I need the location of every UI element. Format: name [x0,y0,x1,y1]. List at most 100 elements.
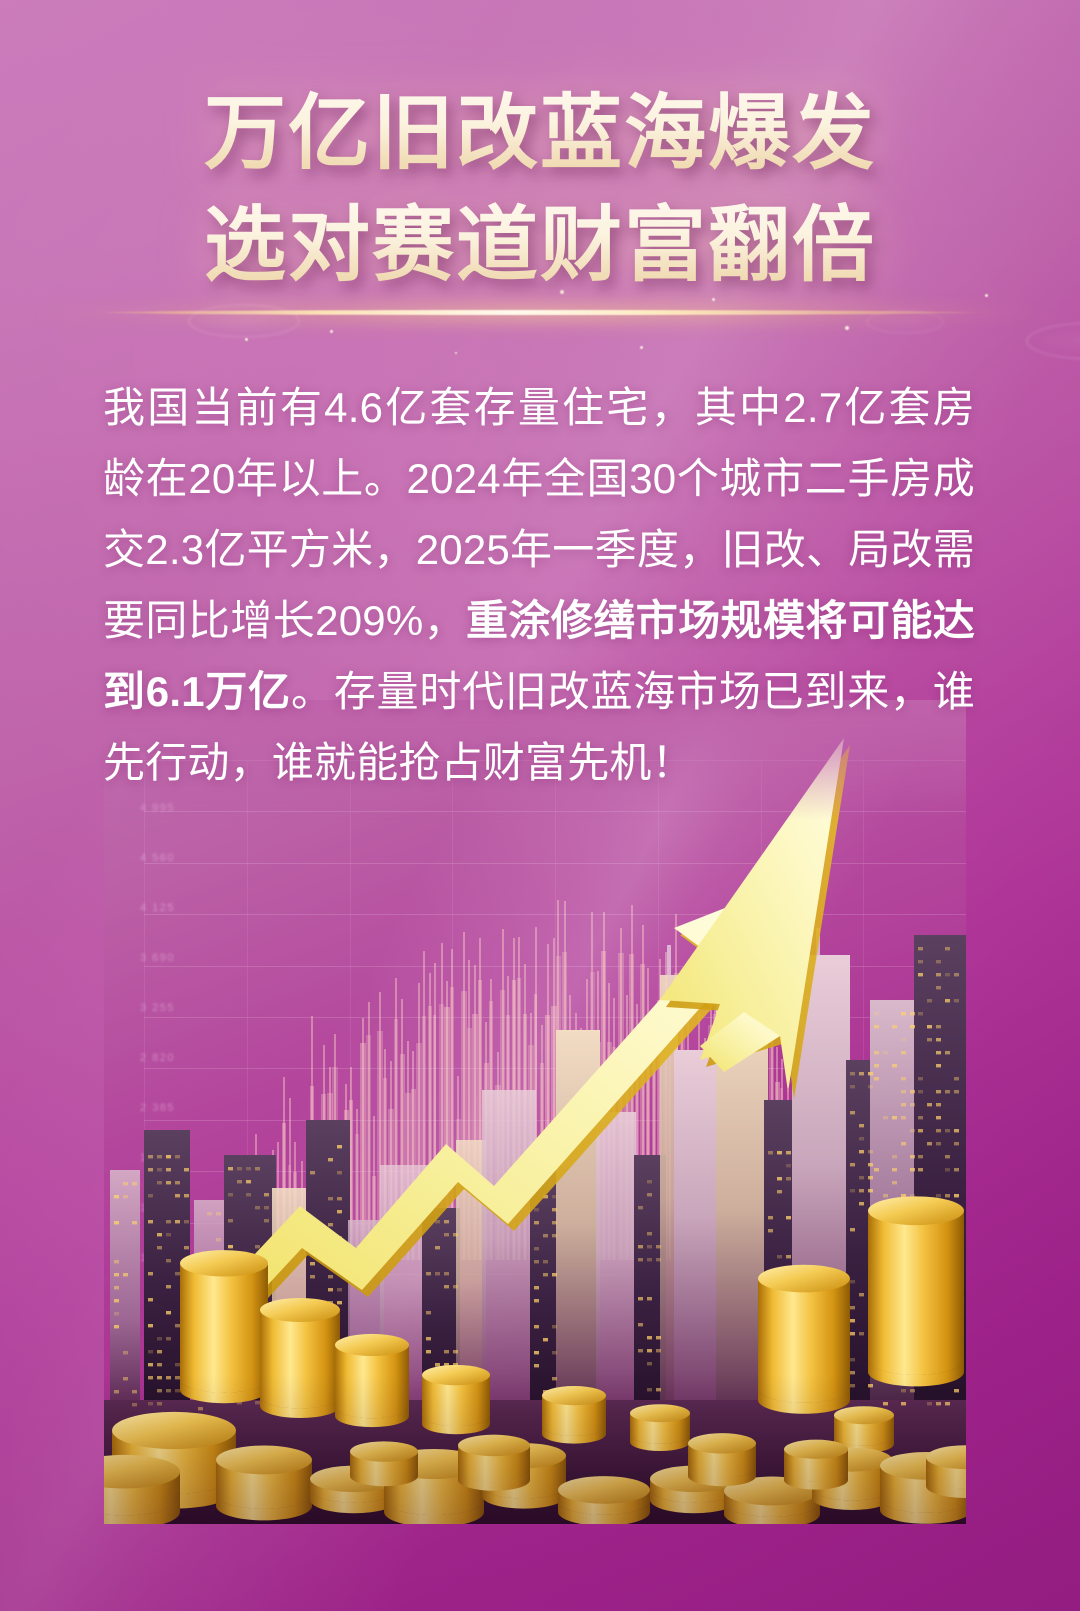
window-light [426,1337,431,1341]
candlestick-wick [407,1040,410,1260]
window-light [918,1168,923,1172]
candlestick-bar [366,1035,372,1260]
coin-edge [180,1337,268,1361]
window-light [868,1150,873,1154]
window-light [638,1297,643,1301]
coin-edge [868,1279,965,1306]
window-light [918,947,923,951]
window-light [936,1116,941,1120]
window-light [859,1189,864,1193]
coin-edge [758,1278,850,1304]
window-light [850,1384,855,1388]
candlestick-wick [646,968,649,1260]
window-light [435,1272,440,1276]
window-light [647,1362,652,1366]
window-light [868,1163,873,1167]
window-light [148,1402,153,1406]
grid-line-horizontal [144,1068,966,1070]
window-light [883,1402,888,1406]
coin-edge [104,1485,180,1516]
window-light [157,1363,162,1367]
title-line-2: 选对赛道财富翻倍 [0,190,1080,302]
candlestick-bar [433,1015,437,1260]
window-light [157,1389,162,1393]
coin-edge [335,1362,409,1383]
coin-edge [422,1383,490,1402]
window-light [148,1220,153,1224]
window-light [337,1288,342,1292]
coin-edge [724,1502,820,1524]
coin-edge [260,1348,340,1370]
coin-edge [630,1434,690,1451]
window-light [543,1273,548,1277]
window-light [310,1275,315,1279]
window-light [157,1181,162,1185]
window-light [216,1212,221,1216]
window-light [337,1210,342,1214]
coin-edge [335,1353,409,1374]
coin-edge [926,1466,966,1489]
candlestick-wick [546,943,549,1260]
window-light [850,1371,855,1375]
window-light [936,960,941,964]
window-light [148,1155,153,1159]
window-light [910,1090,915,1094]
window-light [534,1364,539,1368]
window-light [936,1103,941,1107]
candlestick-bar [646,1028,650,1260]
window-light [859,1124,864,1128]
candlestick-wick [418,983,421,1260]
coin-edge [868,1325,965,1352]
window-light [777,1177,782,1181]
coin-edge [350,1467,418,1487]
window-light [148,1350,153,1354]
window-light [901,1051,906,1055]
window-light [945,973,950,977]
window-light [444,1285,449,1289]
window-light [910,1025,915,1029]
coin-face [216,1445,312,1475]
coin-edge [384,1476,484,1503]
coin-edge [630,1420,690,1437]
coin-edge [868,1314,965,1341]
coin-edge [724,1490,820,1517]
window-light [910,1012,915,1016]
window-light [901,1090,906,1094]
coin-edge [180,1316,268,1340]
coin-face [180,1250,268,1277]
window-light [901,1038,906,1042]
window-light [435,1220,440,1224]
window-light [148,1272,153,1276]
grid-line-horizontal [144,965,966,967]
window-light [945,1155,950,1159]
window-light [552,1377,557,1381]
window-light [114,1286,119,1290]
window-light [954,1389,959,1393]
coin-edge [784,1472,848,1490]
window-light [114,1195,119,1199]
window-light [184,1246,189,1250]
window-light [647,1336,652,1340]
grid-line-horizontal [144,1017,966,1018]
coin-edge [422,1391,490,1410]
candlestick-wick [440,942,443,1260]
window-light [157,1376,162,1380]
window-light [534,1351,539,1355]
axis-tick-label: 4 560 [140,852,176,864]
window-light [892,1168,897,1172]
window-light [874,1168,879,1172]
coin-edge [458,1454,530,1474]
window-light [444,1272,449,1276]
window-light [184,1168,189,1172]
coin-edge [834,1422,894,1439]
coin-edge [688,1467,756,1487]
candlestick-wick [395,977,398,1260]
coin-face [758,1264,850,1293]
candlestick-bar [377,1030,383,1260]
coin-edge [180,1368,268,1393]
coin-edge [542,1410,606,1429]
window-light [552,1221,557,1225]
coin-edge [180,1379,268,1404]
window-light [638,1349,643,1353]
coin-edge [758,1311,850,1337]
